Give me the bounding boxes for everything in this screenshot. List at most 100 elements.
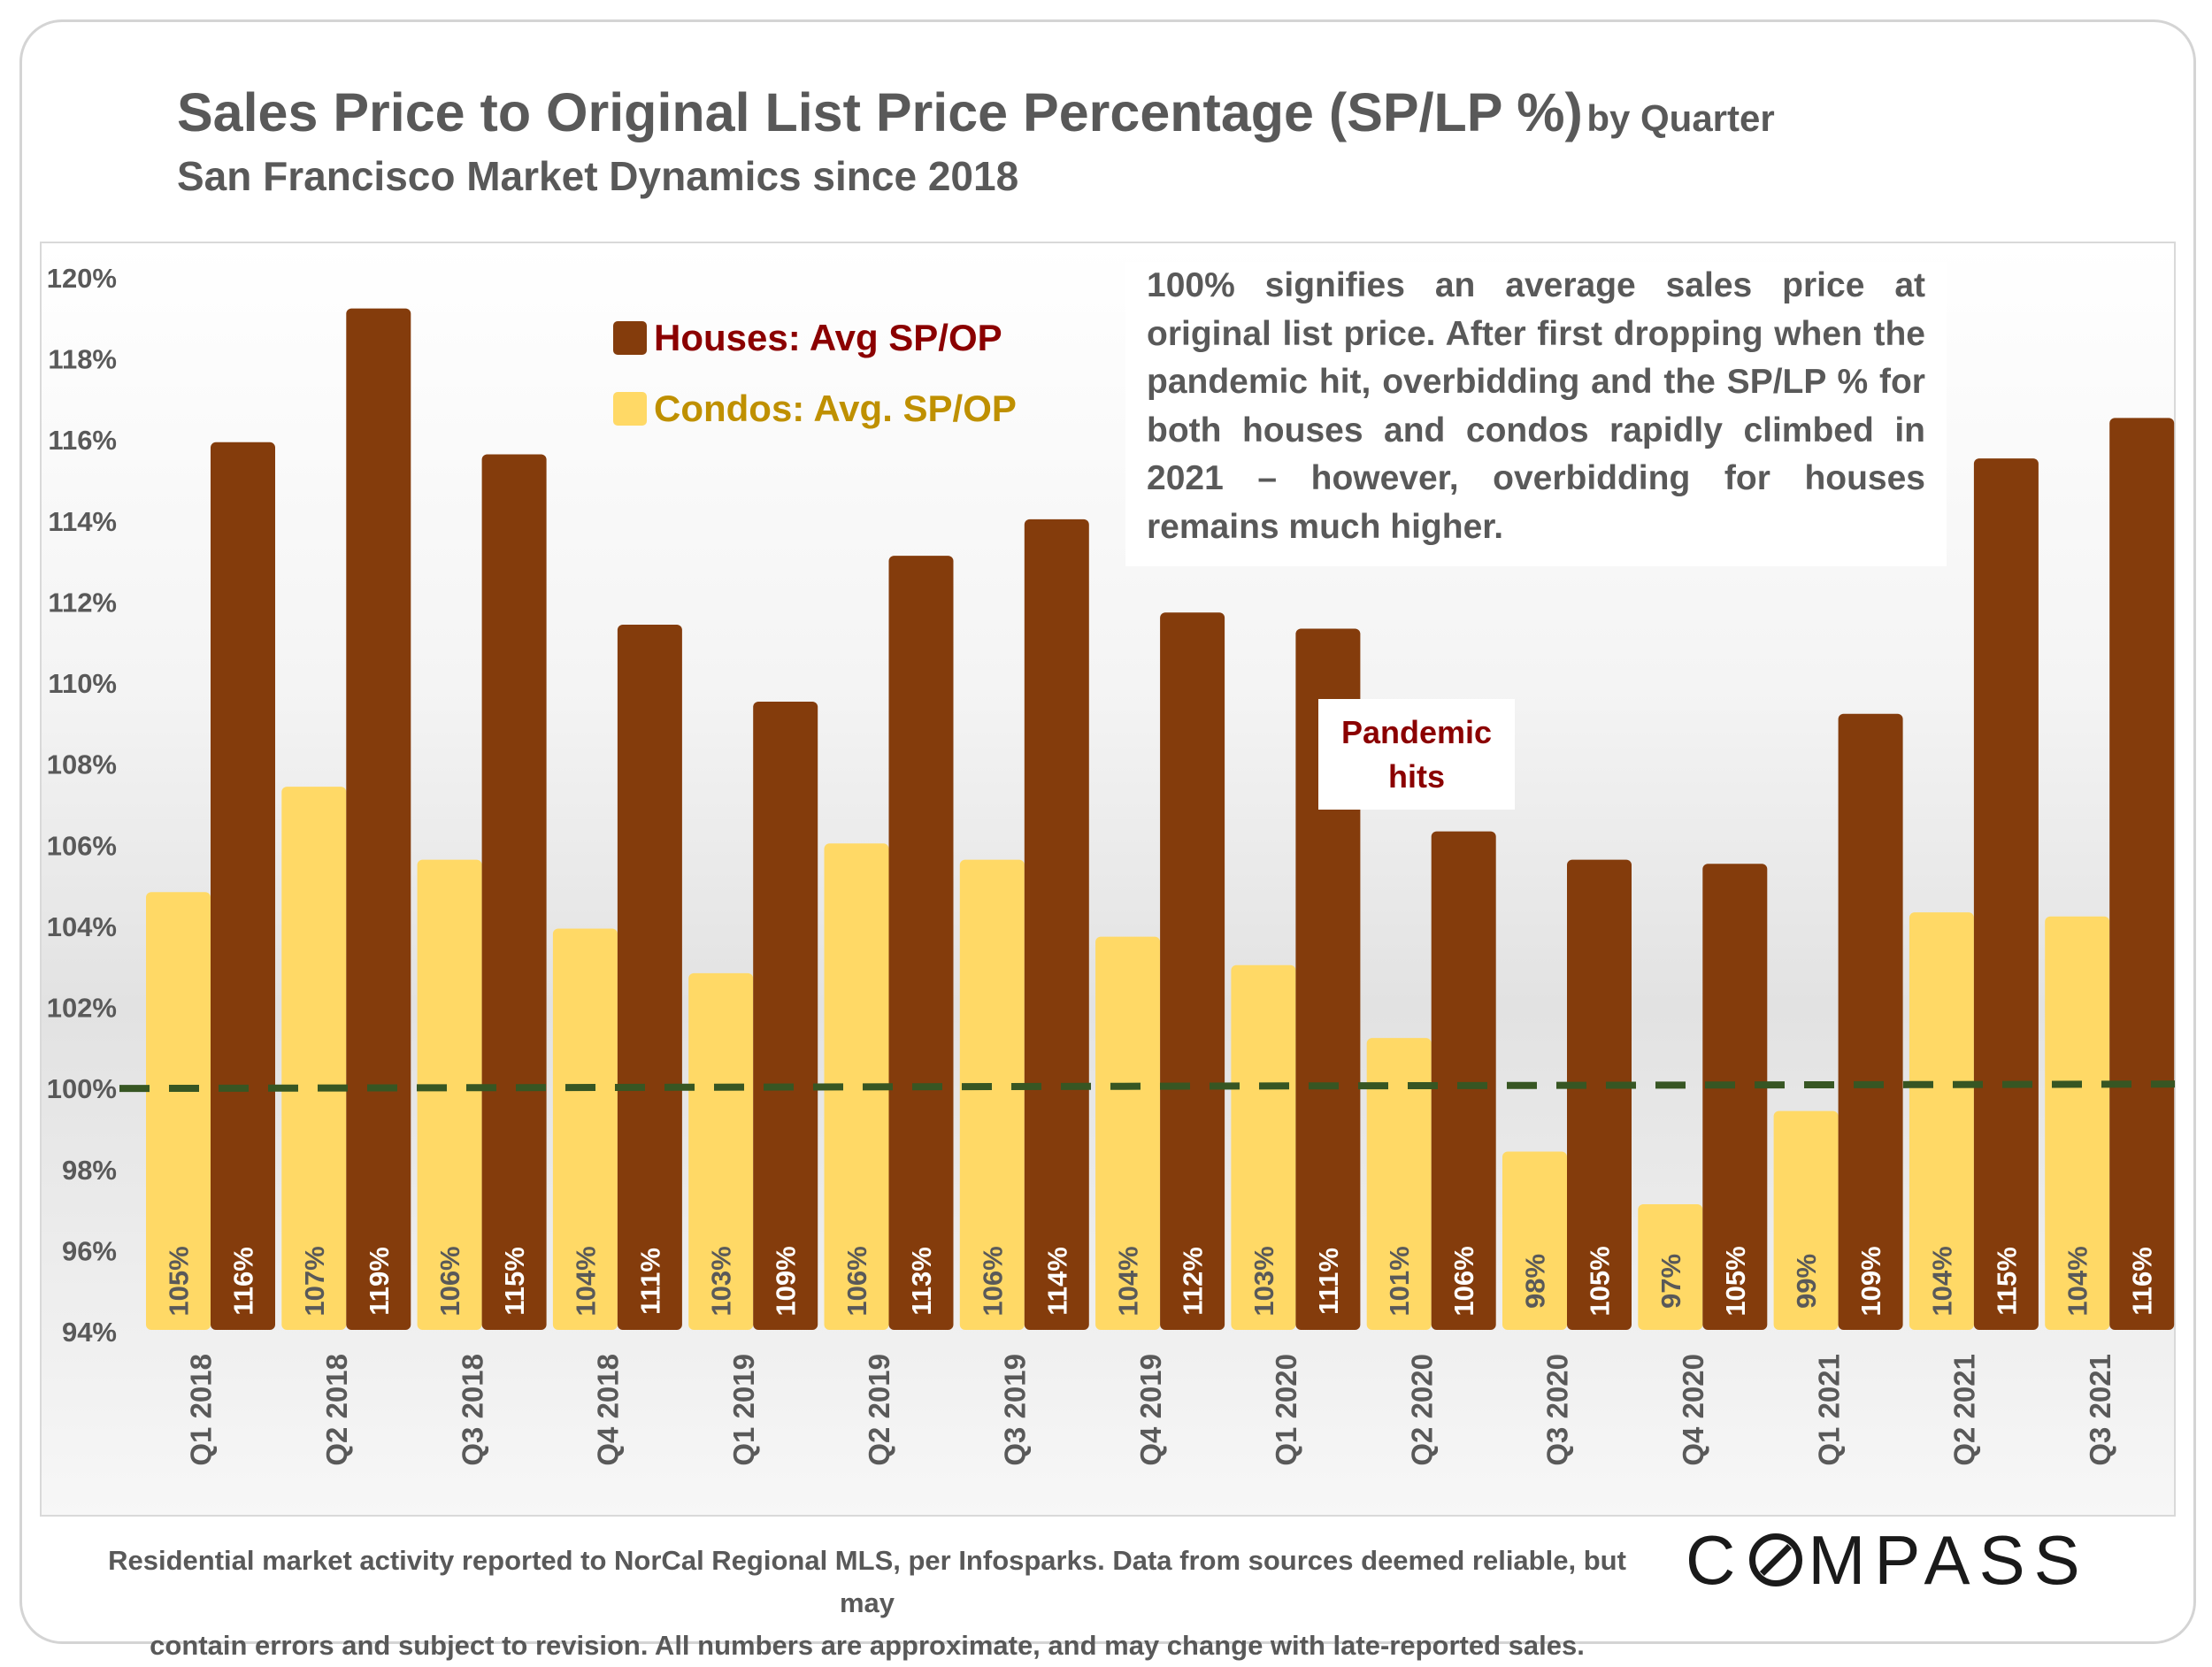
condo-bar <box>281 787 347 1330</box>
condo-bar <box>552 928 618 1330</box>
condo-bar <box>1909 912 1974 1330</box>
house-bar <box>1431 831 1496 1330</box>
legend-houses-swatch <box>613 321 647 355</box>
house-bar <box>1702 864 1768 1330</box>
condo-value-label: 98% <box>1520 1254 1551 1309</box>
x-category-label: Q3 2019 <box>998 1354 1031 1466</box>
x-category-label: Q2 2021 <box>1948 1354 1981 1466</box>
condo-bar <box>146 892 211 1330</box>
footer-line-2: contain errors and subject to revision. … <box>150 1630 1585 1661</box>
condo-bar <box>688 972 754 1330</box>
house-value-label: 114% <box>1041 1247 1072 1316</box>
house-bar <box>1973 458 2039 1330</box>
x-category-label: Q1 2018 <box>185 1354 218 1466</box>
x-category-label: Q2 2019 <box>863 1354 895 1466</box>
house-bar <box>1838 713 1903 1330</box>
house-bar <box>617 624 682 1330</box>
house-value-label: 105% <box>1585 1246 1616 1316</box>
house-bar <box>888 556 954 1330</box>
y-tick-label: 102% <box>47 993 117 1024</box>
condo-bar <box>1773 1110 1839 1330</box>
x-category-label: Q3 2020 <box>1541 1354 1574 1466</box>
house-value-label: 119% <box>364 1247 395 1316</box>
house-bar <box>346 308 411 1331</box>
condo-value-label: 106% <box>434 1246 465 1316</box>
y-tick-label: 108% <box>47 749 117 780</box>
condo-value-label: 104% <box>1926 1246 1957 1316</box>
house-bar <box>1160 612 1225 1330</box>
title-suffix: by Quarter <box>1586 97 1775 139</box>
house-bar <box>2109 418 2175 1331</box>
x-category-label: Q3 2021 <box>2084 1354 2116 1466</box>
house-value-label: 116% <box>228 1247 259 1316</box>
legend-houses: Houses: Avg SP/OP <box>613 317 1002 359</box>
house-value-label: 106% <box>1448 1246 1479 1316</box>
footer-source-note: Residential market activity reported to … <box>88 1540 1646 1667</box>
y-tick-label: 120% <box>47 263 117 294</box>
house-value-label: 109% <box>771 1246 802 1316</box>
condo-bar <box>824 843 889 1330</box>
house-value-label: 116% <box>2127 1247 2158 1316</box>
legend-condos: Condos: Avg. SP/OP <box>613 388 1017 430</box>
y-tick-label: 110% <box>48 668 117 699</box>
pandemic-callout-text: Pandemic hits <box>1340 713 1493 795</box>
condo-bar <box>1095 936 1161 1330</box>
house-bar <box>1024 519 1089 1330</box>
x-category-label: Q4 2018 <box>592 1354 625 1466</box>
chart-subtitle: San Francisco Market Dynamics since 2018 <box>177 153 1019 199</box>
condo-bar <box>2045 916 2110 1330</box>
y-tick-label: 96% <box>62 1235 117 1266</box>
x-category-label: Q2 2020 <box>1405 1354 1438 1466</box>
house-bar <box>481 454 547 1330</box>
condo-bar <box>1638 1203 1703 1330</box>
condo-value-label: 107% <box>299 1246 330 1316</box>
condo-value-label: 97% <box>1655 1254 1686 1309</box>
x-category-label: Q4 2019 <box>1134 1354 1167 1466</box>
condo-value-label: 106% <box>841 1246 872 1316</box>
house-bar <box>1567 859 1632 1330</box>
house-value-label: 109% <box>1855 1246 1886 1316</box>
pandemic-callout: Pandemic hits <box>1318 699 1515 810</box>
condo-bar <box>1231 964 1296 1330</box>
condo-value-label: 106% <box>977 1246 1008 1316</box>
legend-houses-label: Houses: Avg SP/OP <box>654 317 1002 358</box>
condo-value-label: 103% <box>706 1246 737 1316</box>
x-category-label: Q1 2019 <box>727 1354 760 1466</box>
footer-line-1: Residential market activity reported to … <box>108 1545 1626 1618</box>
condo-value-label: 99% <box>1791 1254 1822 1309</box>
x-category-label: Q2 2018 <box>320 1354 353 1466</box>
compass-logo-o-icon <box>1749 1533 1803 1586</box>
legend-condos-label: Condos: Avg. SP/OP <box>654 388 1017 429</box>
condo-value-label: 104% <box>2062 1246 2093 1316</box>
y-tick-label: 98% <box>62 1155 117 1186</box>
house-value-label: 115% <box>499 1247 530 1316</box>
house-bar <box>753 701 818 1330</box>
annotation-note: 100% signifies an average sales price at… <box>1125 262 1947 566</box>
reference-line-100 <box>119 1080 2176 1093</box>
compass-logo: C MPASS <box>1686 1520 2089 1599</box>
condo-bar <box>417 859 482 1330</box>
condo-bar <box>1366 1038 1432 1330</box>
condo-bar <box>959 859 1025 1330</box>
x-category-label: Q3 2018 <box>456 1354 488 1466</box>
chart-title: Sales Price to Original List Price Perce… <box>177 81 1775 143</box>
x-category-label: Q4 2020 <box>1677 1354 1709 1466</box>
house-value-label: 111% <box>634 1248 665 1315</box>
condo-value-label: 103% <box>1248 1246 1279 1316</box>
y-tick-label: 116% <box>48 425 117 456</box>
x-category-label: Q1 2020 <box>1270 1354 1302 1466</box>
condo-value-label: 104% <box>1113 1246 1144 1316</box>
house-value-label: 112% <box>1178 1247 1209 1316</box>
house-value-label: 115% <box>1991 1247 2022 1316</box>
y-tick-label: 114% <box>48 506 117 537</box>
title-main: Sales Price to Original List Price Perce… <box>177 82 1583 142</box>
house-bar <box>211 442 275 1330</box>
condo-value-label: 101% <box>1384 1246 1415 1316</box>
y-tick-label: 118% <box>48 344 117 375</box>
y-tick-label: 112% <box>48 587 117 618</box>
house-value-label: 105% <box>1720 1246 1751 1316</box>
y-tick-label: 106% <box>47 830 117 861</box>
condo-value-label: 104% <box>570 1246 601 1316</box>
y-tick-label: 94% <box>62 1317 117 1348</box>
